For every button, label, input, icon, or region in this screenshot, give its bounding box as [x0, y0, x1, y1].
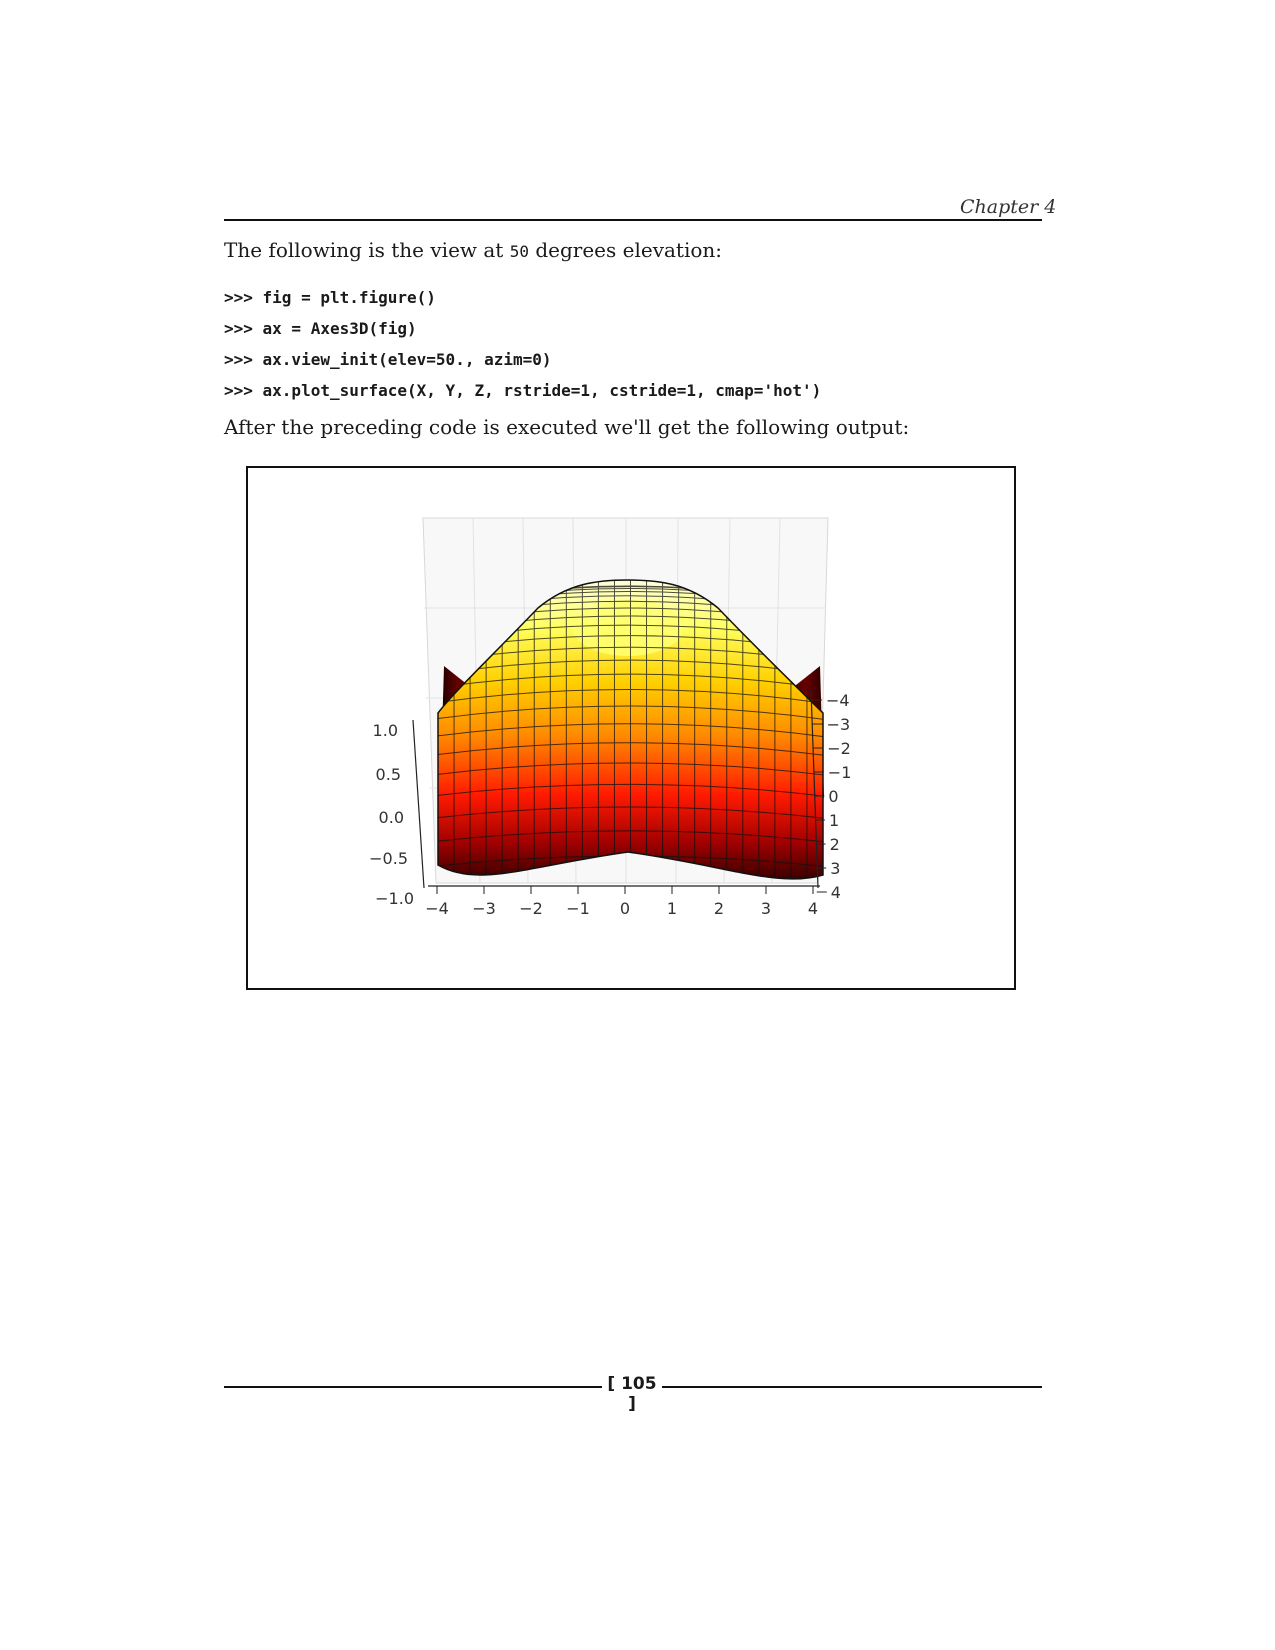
- intro-inline-code: 50: [509, 242, 529, 261]
- code-line: >>> fig = plt.figure(): [224, 288, 436, 307]
- code-line: >>> ax.plot_surface(X, Y, Z, rstride=1, …: [224, 381, 822, 400]
- x-tick-label: −1: [566, 899, 590, 918]
- page-number: [ 105 ]: [607, 1374, 657, 1414]
- figure-frame: −4 −3 −2 −1 0 1 2 3 4 −4 −3 −2 −1 0 1 2 3 4 1.0 0.5 0.0 −0.…: [246, 466, 1016, 990]
- surface-plot: −4 −3 −2 −1 0 1 2 3 4 −4 −3 −2 −1 0 1 2 3 4 1.0 0.5 0.0 −0.…: [369, 517, 851, 918]
- y-tick-label: 3: [830, 859, 840, 878]
- code-line: >>> ax = Axes3D(fig): [224, 319, 417, 338]
- x-tick-label: −2: [519, 899, 543, 918]
- chapter-label: Chapter 4: [960, 196, 1057, 218]
- y-tick-label: 2: [830, 835, 840, 854]
- header-rule: [224, 219, 1042, 221]
- x-tick-label: 4: [808, 899, 818, 918]
- x-tick-label: −3: [472, 899, 496, 918]
- x-tick-label: −4: [425, 899, 449, 918]
- x-tick-label: 2: [714, 899, 724, 918]
- axis-lines: [412, 689, 820, 889]
- z-tick-label: −0.5: [369, 849, 408, 868]
- footer-rule-left: [224, 1386, 602, 1388]
- x-tick-label: 3: [761, 899, 771, 918]
- x-axis-ticks: −4 −3 −2 −1 0 1 2 3 4: [425, 886, 818, 918]
- mesh-horizontal-line: [438, 783, 823, 799]
- code-block: >>> fig = plt.figure() >>> ax = Axes3D(f…: [224, 282, 821, 406]
- mesh-horizontal-line: [438, 830, 823, 844]
- z-tick-label: 0.5: [376, 765, 401, 784]
- z-tick-label: −1.0: [375, 889, 414, 908]
- z-axis-ticks: 1.0 0.5 0.0 −0.5 −1.0: [369, 721, 414, 908]
- intro-paragraph: The following is the view at 50 degrees …: [224, 238, 722, 262]
- y-tick-label: −2: [827, 739, 851, 758]
- code-line: >>> ax.view_init(elev=50., azim=0): [224, 350, 552, 369]
- footer-rule-right: [662, 1386, 1042, 1388]
- y-tick-label: −4: [826, 691, 850, 710]
- mesh-horizontal-line: [438, 689, 823, 706]
- y-tick-label: −1: [828, 763, 852, 782]
- mesh-horizontal-line: [438, 762, 823, 778]
- y-tick-label: 1: [829, 811, 839, 830]
- y-tick-label: −3: [827, 715, 851, 734]
- after-code-paragraph: After the preceding code is executed we'…: [224, 415, 910, 439]
- z-tick-label: 0.0: [379, 808, 404, 827]
- mesh-horizontal-line: [438, 723, 823, 740]
- x-tick-label: 0: [620, 899, 630, 918]
- y-tick-label: 4: [831, 883, 841, 902]
- intro-text-end: degrees elevation:: [528, 238, 723, 262]
- x-tick-label: 1: [667, 899, 677, 918]
- y-tick-label: 0: [828, 787, 838, 806]
- z-tick-label: 1.0: [373, 721, 398, 740]
- intro-text-start: The following is the view at: [224, 238, 510, 262]
- mesh-horizontal-line: [438, 806, 823, 821]
- y-axis-ticks: −4 −3 −2 −1 0 1 2 3 4: [812, 691, 851, 902]
- mesh-horizontal-line: [438, 742, 823, 758]
- mesh-horizontal-line: [438, 705, 823, 722]
- mesh-horizontal-line: [438, 673, 823, 691]
